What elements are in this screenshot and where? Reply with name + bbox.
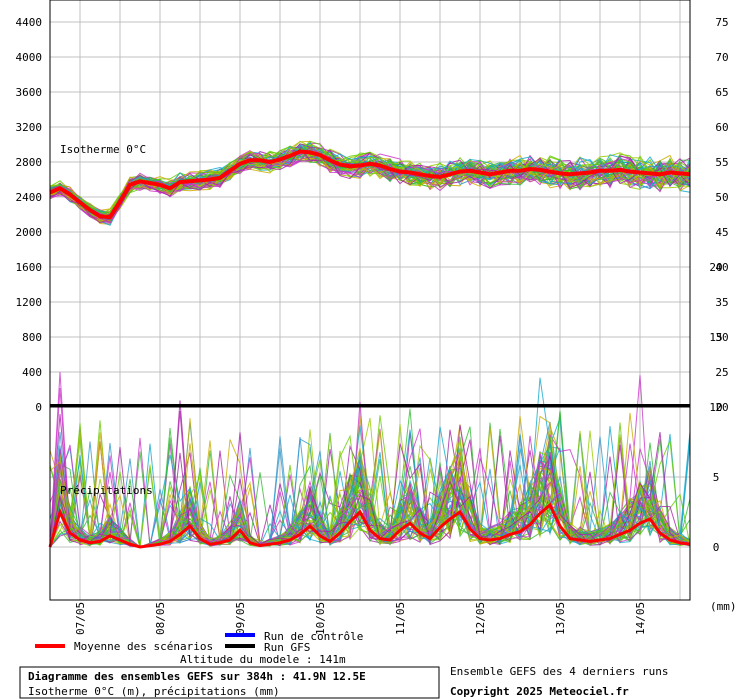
precip-unit-label: (mm): [710, 600, 737, 613]
ensemble-info: Ensemble GEFS des 4 derniers runs: [450, 665, 669, 678]
x-tick-label: 08/05: [154, 602, 167, 635]
y-tick-label-left: 4000: [16, 51, 43, 64]
x-tick-label: 10/05: [314, 602, 327, 635]
y-tick-label-left: 1600: [16, 261, 43, 274]
isotherm-panel-frame: [49, 0, 691, 407]
precip-ensemble-members: [49, 371, 691, 548]
precip-panel-label: Précipitations: [60, 484, 153, 497]
x-tick-label: 14/05: [634, 602, 647, 635]
legend-mean-label: Moyenne des scénarios: [74, 640, 213, 653]
y-tick-label-left: 4400: [16, 16, 43, 29]
legend-control-swatch: [225, 633, 255, 637]
x-tick-label: 13/05: [554, 602, 567, 635]
precip-panel-frame: [49, 406, 691, 601]
y-tick-label-left: 2800: [16, 156, 43, 169]
legend: Moyenne des scénarios Run de contrôle Ru…: [35, 630, 363, 654]
legend-control-label: Run de contrôle: [264, 630, 363, 643]
y-tick-label-left: 3200: [16, 121, 43, 134]
y-tick-label-right: 20: [715, 401, 728, 414]
ensemble-member-isotherm: [49, 148, 691, 222]
precip-tick-label: 0: [713, 541, 720, 554]
ensemble-member-precip: [49, 437, 691, 548]
y-tick-label-right: 55: [715, 156, 728, 169]
chart-title: Diagramme des ensembles GEFS sur 384h : …: [28, 670, 366, 683]
y-tick-label-left: 2000: [16, 226, 43, 239]
y-tick-label-right: 35: [715, 296, 728, 309]
legend-gfs-label: Run GFS: [264, 641, 310, 654]
precip-tick-label: 5: [713, 471, 720, 484]
x-tick-label: 09/05: [234, 602, 247, 635]
x-tick-label: 07/05: [74, 602, 87, 635]
y-tick-label-right: 75: [715, 16, 728, 29]
ensemble-member-precip: [49, 371, 691, 548]
y-tick-label-right: 50: [715, 191, 728, 204]
y-tick-label-left: 3600: [16, 86, 43, 99]
y-tick-label-right: 45: [715, 226, 728, 239]
title-box: [19, 666, 440, 699]
x-tick-label: 11/05: [394, 602, 407, 635]
copyright-text: Copyright 2025 Meteociel.fr: [450, 685, 629, 698]
x-tick-label: 12/05: [474, 602, 487, 635]
altitude-text: Altitude du modele : 141m: [180, 653, 346, 666]
legend-gfs-swatch: [225, 644, 255, 648]
y-tick-label-left: 0: [35, 401, 42, 414]
y-tick-label-right: 65: [715, 86, 728, 99]
y-tick-label-right: 25: [715, 366, 728, 379]
y-tick-label-right: 40: [715, 261, 728, 274]
legend-mean-swatch: [35, 644, 65, 648]
mean-series-precip: [48, 502, 691, 549]
y-tick-label-left: 2400: [16, 191, 43, 204]
y-tick-label-left: 800: [22, 331, 42, 344]
mean-series-isotherm: [49, 149, 691, 220]
y-tick-label-left: 400: [22, 366, 42, 379]
y-tick-label-right: 30: [715, 331, 728, 344]
plot-frame: [49, 0, 691, 601]
chart-subtitle: Isotherme 0°C (m), précipitations (mm): [28, 685, 280, 698]
precip-tick-label: 10: [709, 401, 722, 414]
isotherm-panel-label: Isotherme 0°C: [60, 143, 146, 156]
y-tick-label-left: 1200: [16, 296, 43, 309]
mean-series: [48, 149, 691, 549]
y-tick-label-right: 70: [715, 51, 728, 64]
precip-tick-label: 20: [709, 261, 722, 274]
y-tick-label-right: 60: [715, 121, 728, 134]
precip-tick-label: 15: [709, 331, 722, 344]
ensemble-member-precip: [49, 430, 691, 548]
